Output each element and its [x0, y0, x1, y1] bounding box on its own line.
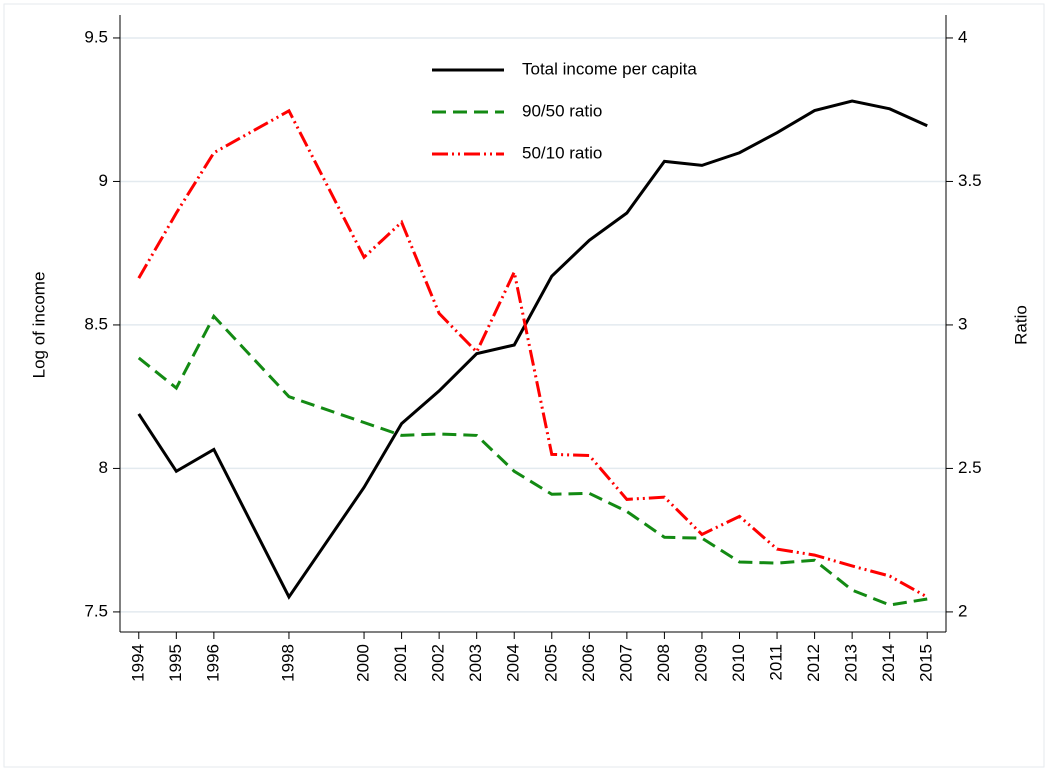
x-tick-label: 2014: [879, 644, 898, 682]
x-tick-label: 2003: [466, 644, 485, 682]
series-line: [137, 313, 928, 607]
y2-tick-label: 3.5: [958, 171, 982, 190]
x-tick-label: 2010: [729, 644, 748, 682]
x-tick-label: 2011: [767, 644, 786, 681]
y-tick-label: 8.5: [84, 314, 108, 333]
x-tick-label: 2004: [504, 644, 523, 682]
y2-tick-label: 2.5: [958, 458, 982, 477]
x-tick-label: 2015: [917, 644, 936, 682]
series-line: [137, 108, 928, 599]
x-tick-label: 2000: [354, 644, 373, 682]
y-tick-label: 7.5: [84, 601, 108, 620]
x-tick-label: 2007: [616, 644, 635, 682]
x-tick-label: 2008: [654, 644, 673, 682]
y2-tick-label: 3: [958, 314, 967, 333]
x-tick-label: 1998: [278, 644, 297, 682]
y2-tick-label: 2: [958, 601, 967, 620]
y-tick-label: 9.5: [84, 27, 108, 46]
y-tick-label: 9: [99, 171, 108, 190]
x-tick-label: 2013: [842, 644, 861, 682]
x-tick-label: 1995: [166, 644, 185, 682]
x-tick-label: 2009: [691, 644, 710, 682]
y-axis-label: Log of income: [29, 272, 48, 379]
x-tick-label: 2001: [391, 644, 410, 682]
x-tick-label: 2006: [579, 644, 598, 682]
y2-tick-label: 4: [958, 27, 967, 46]
x-tick-label: 1996: [203, 644, 222, 682]
series-line: [137, 99, 928, 600]
x-tick-label: 2002: [429, 644, 448, 682]
x-tick-label: 1994: [128, 644, 147, 682]
legend-label: 90/50 ratio: [522, 101, 602, 120]
x-tick-label: 2012: [804, 644, 823, 682]
legend-label: 50/10 ratio: [522, 143, 602, 162]
y2-axis-label: Ratio: [1011, 305, 1030, 345]
x-tick-label: 2005: [541, 644, 560, 682]
legend-label: Total income per capita: [522, 59, 697, 78]
y-tick-label: 8: [99, 458, 108, 477]
